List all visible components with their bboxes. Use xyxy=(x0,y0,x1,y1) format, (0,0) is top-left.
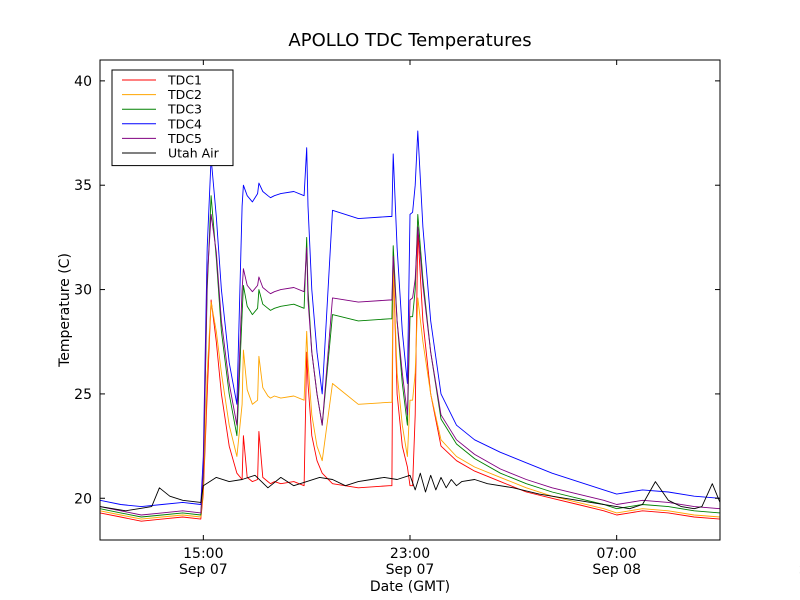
legend-label-tdc5: TDC5 xyxy=(167,131,202,146)
series-line-tdc4 xyxy=(100,130,720,508)
plot-frame xyxy=(99,59,721,541)
series-line-utah-air xyxy=(100,472,720,512)
y-tick-label: 40 xyxy=(74,74,92,90)
legend-label-tdc3: TDC3 xyxy=(167,102,202,117)
series-layer xyxy=(100,130,720,522)
legend-label-utah-air: Utah Air xyxy=(168,146,220,161)
x-tick-label-date: Sep 07 xyxy=(179,562,228,578)
y-tick-label: 35 xyxy=(74,178,92,194)
series-line-tdc2 xyxy=(100,264,720,520)
x-tick-label-date: Sep 08 xyxy=(592,562,641,578)
series-line-tdc1 xyxy=(100,230,720,522)
x-tick-label-time: 15:00 xyxy=(183,546,223,562)
x-tick-label-date: Sep 07 xyxy=(386,562,435,578)
x-axis-label: Date (GMT) xyxy=(370,579,450,595)
x-tick-label-time: 23:00 xyxy=(390,546,430,562)
legend-label-tdc2: TDC2 xyxy=(167,87,202,102)
y-axis-label: Temperature (C) xyxy=(57,253,73,368)
legend-label-tdc1: TDC1 xyxy=(167,73,202,88)
x-tick-label-time: 07:00 xyxy=(596,546,636,562)
series-line-tdc5 xyxy=(100,213,720,516)
chart-title: APOLLO TDC Temperatures xyxy=(288,30,531,51)
y-tick-label: 30 xyxy=(74,283,92,299)
y-tick-label: 20 xyxy=(74,491,92,507)
legend-label-tdc4: TDC4 xyxy=(167,116,202,131)
legend-box xyxy=(111,69,234,167)
y-tick-label: 25 xyxy=(74,387,92,403)
